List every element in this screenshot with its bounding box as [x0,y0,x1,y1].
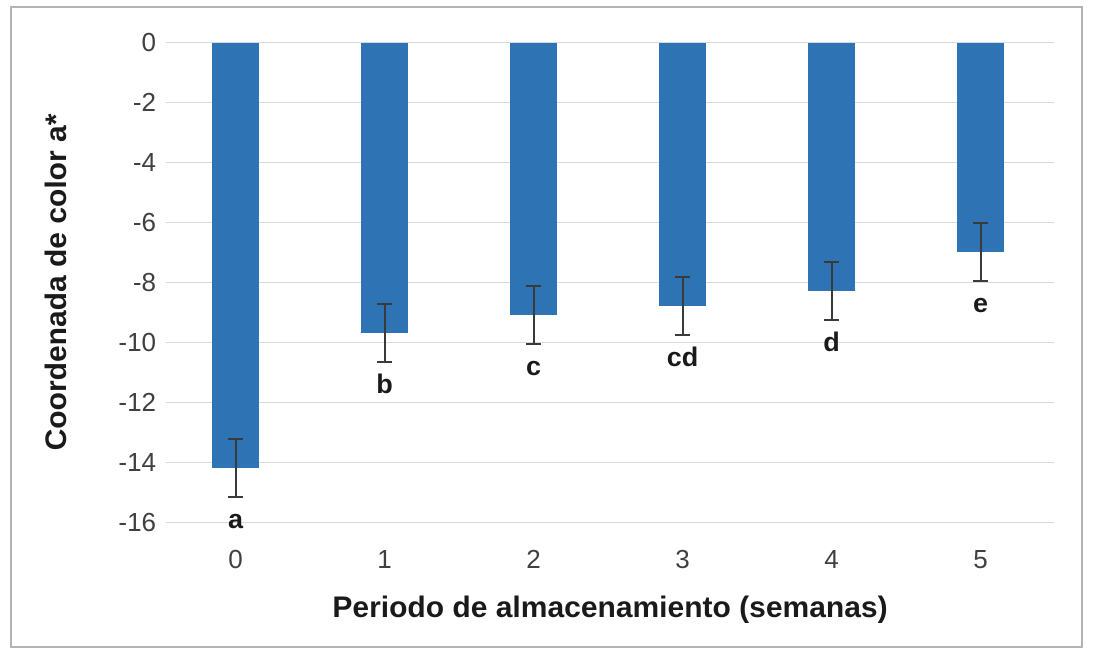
gridline-y--4 [166,162,1054,163]
y-tick-label-0: 0 [141,27,156,57]
gridline-y--10 [166,342,1054,343]
x-tick-label-2: 2 [526,544,541,574]
error-bar-cap-top-week-4 [824,261,839,263]
significance-letter-week-4: d [823,327,840,357]
error-bar-cap-bottom-week-4 [824,319,839,321]
significance-letter-week-5: e [972,288,989,318]
error-bar-line-week-0 [234,438,237,498]
x-tick-label-1: 1 [377,544,392,574]
y-tick-label--16: -16 [118,507,156,537]
error-bar-cap-bottom-week-3 [675,334,690,336]
y-tick-label--10: -10 [118,327,156,357]
error-bar-line-week-2 [532,285,535,345]
error-bar-cap-top-week-5 [973,222,988,224]
gridline-y--12 [166,402,1054,403]
y-tick-label--12: -12 [118,387,156,417]
y-tick-label--14: -14 [118,447,156,477]
bar-week-3 [659,43,706,306]
error-bar-line-week-3 [681,276,684,336]
error-bar-line-week-4 [830,261,833,321]
bar-week-2 [510,43,557,315]
y-tick-label--8: -8 [132,267,156,297]
significance-letter-week-1: b [376,369,393,399]
significance-letter-week-0: a [227,504,244,534]
gridline-y-0 [166,42,1054,43]
y-axis-title: Coordenada de color a* [40,113,73,451]
x-axis-title: Periodo de almacenamiento (semanas) [332,591,888,624]
y-tick-label--2: -2 [132,87,156,117]
gridline-y--14 [166,462,1054,463]
gridline-y--8 [166,282,1054,283]
error-bar-cap-top-week-1 [377,303,392,305]
error-bar-line-week-5 [979,222,982,282]
x-tick-label-0: 0 [228,544,243,574]
gridline-y--2 [166,102,1054,103]
error-bar-line-week-1 [383,303,386,363]
gridline-y--16 [166,522,1054,523]
error-bar-cap-bottom-week-5 [973,280,988,282]
error-bar-cap-top-week-2 [526,285,541,287]
x-tick-label-5: 5 [973,544,988,574]
error-bar-cap-bottom-week-2 [526,343,541,345]
significance-letter-week-2: c [525,351,542,381]
bar-week-1 [361,43,408,333]
bar-week-0 [212,43,259,468]
x-tick-label-4: 4 [824,544,839,574]
error-bar-cap-bottom-week-1 [377,361,392,363]
bar-week-5 [957,43,1004,252]
y-tick-label--4: -4 [132,147,156,177]
y-tick-label--6: -6 [132,207,156,237]
gridline-y--6 [166,222,1054,223]
error-bar-cap-bottom-week-0 [228,496,243,498]
error-bar-cap-top-week-0 [228,438,243,440]
bar-week-4 [808,43,855,291]
error-bar-cap-top-week-3 [675,276,690,278]
significance-letter-week-3: cd [666,342,699,372]
x-tick-label-3: 3 [675,544,690,574]
